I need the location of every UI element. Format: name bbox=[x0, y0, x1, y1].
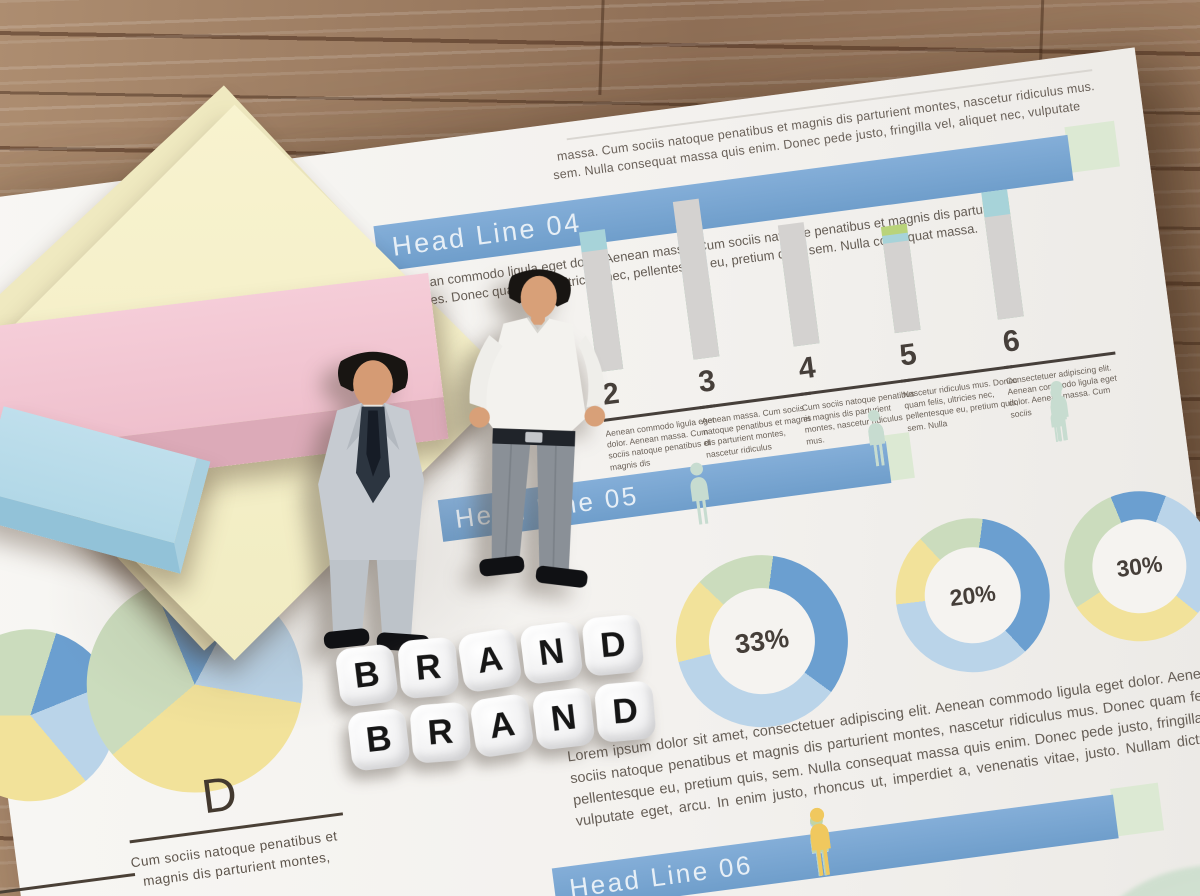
left-column-underline bbox=[0, 872, 136, 896]
headline06-title: Head Line 06 bbox=[567, 849, 755, 896]
letter-bead: A bbox=[456, 627, 524, 694]
step-number: 6 bbox=[1000, 324, 1022, 359]
donut-percentage-label: 33% bbox=[733, 622, 791, 660]
donut-chart: 30% bbox=[1055, 482, 1200, 651]
donut-percentage-label: 30% bbox=[1114, 549, 1164, 582]
person-icon bbox=[1050, 403, 1063, 442]
donut-chart: 20% bbox=[886, 508, 1060, 682]
donut-hole: 33% bbox=[702, 581, 822, 701]
letter-bead: N bbox=[519, 620, 584, 686]
figurine-businessman-white-shirt bbox=[469, 269, 606, 588]
headline06-accent-tab bbox=[1110, 782, 1165, 837]
letter-bead: D bbox=[581, 613, 645, 677]
donut-hole: 30% bbox=[1086, 513, 1193, 619]
letter-bead: N bbox=[531, 686, 596, 751]
step-number: 4 bbox=[796, 350, 818, 386]
donut-chart: 33% bbox=[665, 544, 859, 738]
letter-bead: B bbox=[334, 643, 400, 708]
donut-percentage-label: 20% bbox=[948, 578, 998, 611]
headline04-title: Head Line 04 bbox=[390, 207, 584, 262]
person-icon bbox=[868, 410, 886, 467]
step-number: 3 bbox=[696, 364, 718, 400]
donut-hole: 20% bbox=[918, 541, 1027, 650]
bar-triplet bbox=[976, 141, 1115, 320]
letter-bead: R bbox=[396, 636, 460, 700]
step-number: 5 bbox=[897, 337, 919, 373]
step-caption: Nascetur ridiculus mus. Donec quam felis… bbox=[902, 374, 1019, 433]
infographic-document: massa. Cum sociis natoque penatibus et m… bbox=[0, 47, 1200, 896]
letter-bead: B bbox=[346, 707, 411, 772]
wood-plank-seam bbox=[598, 0, 605, 96]
letter-bead: D bbox=[593, 680, 657, 744]
person-icon bbox=[810, 807, 831, 876]
person-icon bbox=[690, 462, 710, 525]
figurine-businessman-gray-suit bbox=[318, 351, 430, 653]
left-column-caption: Cum sociis natoque penatibus et magnis d… bbox=[129, 828, 339, 889]
map-illustration bbox=[1068, 840, 1200, 896]
letter-bead: A bbox=[469, 692, 535, 759]
letter-bead: R bbox=[409, 701, 472, 764]
